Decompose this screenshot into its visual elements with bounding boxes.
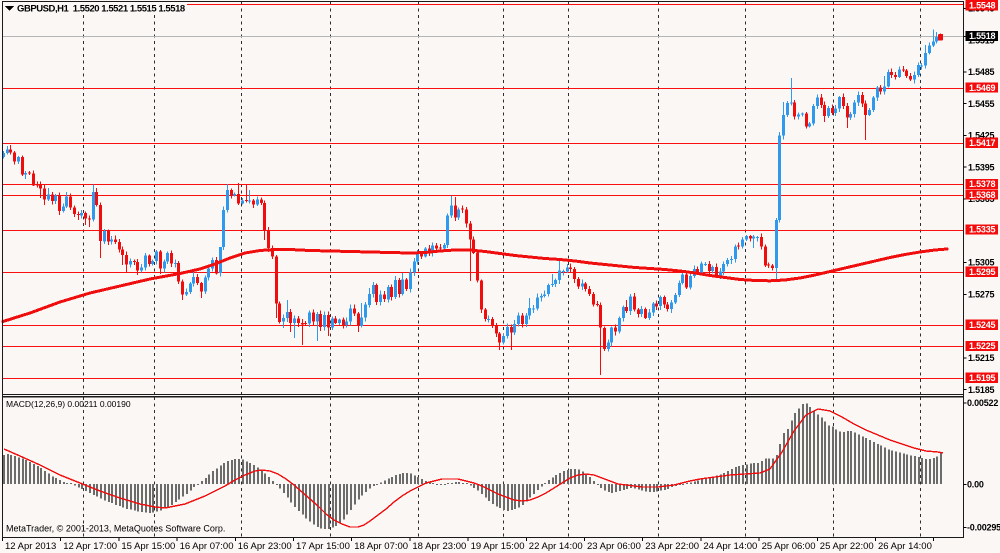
svg-text:-0.00295: -0.00295 [967,523,1000,533]
svg-text:0.00522: 0.00522 [967,398,998,408]
svg-text:1.5378: 1.5378 [969,179,996,189]
svg-text:12 Apr 17:00: 12 Apr 17:00 [63,541,117,552]
svg-text:1.5548: 1.5548 [969,0,996,10]
svg-text:1.5215: 1.5215 [968,353,995,363]
svg-text:1.5195: 1.5195 [969,373,996,383]
svg-text:1.5425: 1.5425 [968,131,995,141]
svg-text:17 Apr 15:00: 17 Apr 15:00 [296,541,350,552]
svg-text:1.5368: 1.5368 [969,190,996,200]
svg-text:0.00: 0.00 [967,480,984,490]
svg-text:22 Apr 14:00: 22 Apr 14:00 [529,541,583,552]
svg-text:19 Apr 15:00: 19 Apr 15:00 [471,541,525,552]
svg-text:1.5518: 1.5518 [969,31,996,41]
svg-text:1.5245: 1.5245 [969,320,996,330]
svg-text:25 Apr 22:00: 25 Apr 22:00 [820,541,874,552]
svg-text:18 Apr 07:00: 18 Apr 07:00 [354,541,408,552]
svg-text:12 Apr 2013: 12 Apr 2013 [5,541,56,552]
svg-text:1.5295: 1.5295 [969,267,996,277]
svg-text:1.5335: 1.5335 [969,225,996,235]
svg-text:15 Apr 15:00: 15 Apr 15:00 [121,541,175,552]
svg-text:1.5417: 1.5417 [969,138,996,148]
svg-text:24 Apr 14:00: 24 Apr 14:00 [703,541,757,552]
svg-text:25 Apr 06:00: 25 Apr 06:00 [762,541,816,552]
svg-text:1.5225: 1.5225 [969,341,996,351]
svg-text:1.5275: 1.5275 [968,290,995,300]
svg-text:1.5395: 1.5395 [968,162,995,172]
svg-text:1.5185: 1.5185 [968,385,995,395]
svg-text:23 Apr 06:00: 23 Apr 06:00 [587,541,641,552]
svg-text:26 Apr 14:00: 26 Apr 14:00 [878,541,932,552]
svg-text:1.5455: 1.5455 [968,99,995,109]
svg-text:1.5305: 1.5305 [968,258,995,268]
svg-text:23 Apr 22:00: 23 Apr 22:00 [645,541,699,552]
svg-text:16 Apr 23:00: 16 Apr 23:00 [238,541,292,552]
svg-text:1.5469: 1.5469 [969,83,996,93]
svg-text:GBPUSD,H1 1.5520 1.5521 1.551: GBPUSD,H1 1.5520 1.5521 1.5515 1.5518 [17,4,185,15]
svg-text:1.5485: 1.5485 [968,67,995,77]
svg-text:16 Apr 07:00: 16 Apr 07:00 [180,541,234,552]
svg-text:MetaTrader, © 2001-2013, MetaQ: MetaTrader, © 2001-2013, MetaQuotes Soft… [6,524,225,534]
svg-text:18 Apr 23:00: 18 Apr 23:00 [412,541,466,552]
svg-text:MACD(12,26,9) 0.00211 0.00190: MACD(12,26,9) 0.00211 0.00190 [6,399,131,409]
